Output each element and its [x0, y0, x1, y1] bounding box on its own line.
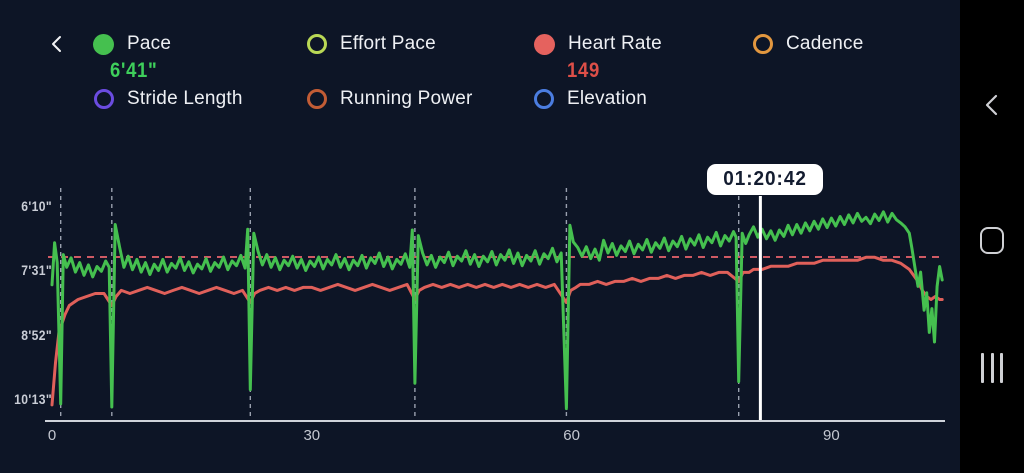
- effort-pace-ring-icon: [307, 34, 327, 54]
- legend-item-running-power[interactable]: Running Power: [307, 85, 473, 113]
- cursor-time-tooltip: 01:20:42: [707, 164, 824, 195]
- heart-rate-dot-icon: [534, 33, 555, 55]
- legend-item-heart-rate[interactable]: Heart Rate: [534, 30, 662, 58]
- pace-current-value: 6'41": [110, 59, 158, 82]
- android-navigation-bar: [960, 0, 1024, 473]
- pace-dot-icon: [93, 33, 114, 55]
- pace-tick-label: 10'13": [14, 391, 53, 407]
- back-button[interactable]: [46, 32, 68, 56]
- nav-home-button[interactable]: [980, 227, 1004, 254]
- nav-back-button[interactable]: [977, 90, 1007, 120]
- pace-tick-label: 7'31": [21, 263, 52, 279]
- pace-series-line: [50, 210, 944, 411]
- legend-label: Elevation: [567, 88, 647, 109]
- time-tick-label: 90: [823, 427, 840, 444]
- time-tick-label: 30: [303, 427, 321, 444]
- lap-marker-lines: [60, 188, 740, 420]
- elevation-ring-icon: [534, 89, 554, 109]
- legend-label: Stride Length: [127, 88, 243, 109]
- legend-item-stride-length[interactable]: Stride Length: [94, 85, 243, 113]
- stride-length-ring-icon: [94, 89, 114, 109]
- legend-label: Running Power: [340, 88, 473, 109]
- cadence-ring-icon: [753, 34, 773, 54]
- legend-item-pace[interactable]: Pace: [93, 30, 171, 58]
- legend-label: Heart Rate: [568, 33, 662, 54]
- nav-recents-button[interactable]: [979, 353, 1005, 383]
- time-tick-label: 0: [47, 427, 57, 444]
- nav-back-chevron-icon: [985, 94, 998, 116]
- legend-label: Pace: [127, 33, 172, 54]
- pace-tick-label: 6'10": [21, 199, 52, 214]
- legend-item-cadence[interactable]: Cadence: [753, 30, 863, 58]
- legend-label: Effort Pace: [340, 33, 436, 54]
- legend-item-effort-pace[interactable]: Effort Pace: [307, 30, 436, 58]
- activity-chart-screen: Pace 6'41" Effort Pace Heart Rate 149 Ca…: [0, 0, 960, 473]
- legend-item-elevation[interactable]: Elevation: [534, 85, 647, 113]
- running-power-ring-icon: [307, 89, 327, 109]
- back-chevron-icon: [52, 36, 61, 52]
- time-tick-label: 60: [563, 427, 580, 444]
- heart-rate-current-value: 149: [567, 59, 600, 82]
- legend-label: Cadence: [786, 33, 864, 54]
- heart-rate-series-line: [50, 255, 944, 407]
- cursor-time-value: 01:20:42: [723, 168, 808, 190]
- pace-tick-label: 8'52": [21, 327, 52, 343]
